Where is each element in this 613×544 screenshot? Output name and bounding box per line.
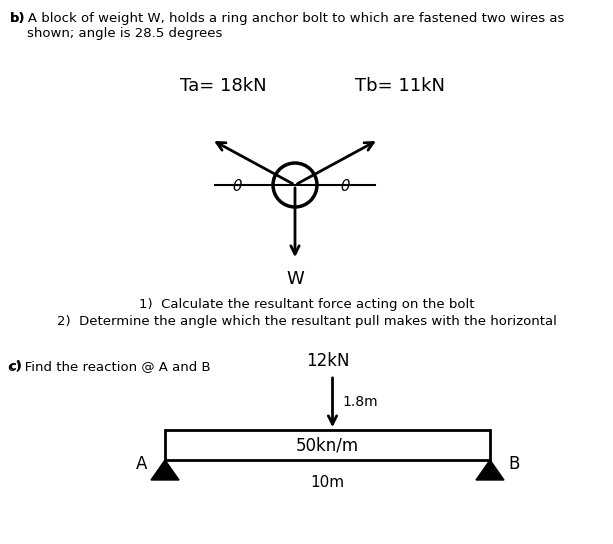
Text: b): b) bbox=[10, 12, 26, 25]
Text: Tb= 11kN: Tb= 11kN bbox=[355, 77, 445, 95]
Text: 10m: 10m bbox=[310, 475, 345, 490]
Text: 1.8m: 1.8m bbox=[343, 395, 378, 410]
Text: A: A bbox=[135, 455, 147, 473]
Text: 2)  Determine the angle which the resultant pull makes with the horizontal: 2) Determine the angle which the resulta… bbox=[57, 315, 557, 328]
Text: shown; angle is 28.5 degrees: shown; angle is 28.5 degrees bbox=[10, 27, 223, 40]
Polygon shape bbox=[476, 460, 504, 480]
Text: B: B bbox=[508, 455, 519, 473]
Text: 1)  Calculate the resultant force acting on the bolt: 1) Calculate the resultant force acting … bbox=[139, 298, 474, 311]
Polygon shape bbox=[151, 460, 179, 480]
Text: c) Find the reaction @ A and B: c) Find the reaction @ A and B bbox=[8, 360, 211, 373]
Text: W: W bbox=[286, 270, 304, 288]
Text: b) A block of weight W, holds a ring anchor bolt to which are fastened two wires: b) A block of weight W, holds a ring anc… bbox=[10, 12, 565, 25]
Text: c): c) bbox=[8, 360, 22, 373]
Text: θ: θ bbox=[340, 179, 349, 194]
Text: 12kN: 12kN bbox=[306, 352, 349, 370]
Text: 50kn/m: 50kn/m bbox=[296, 436, 359, 454]
Text: θ: θ bbox=[232, 179, 242, 194]
Bar bbox=[165, 430, 490, 460]
Text: Ta= 18kN: Ta= 18kN bbox=[180, 77, 267, 95]
